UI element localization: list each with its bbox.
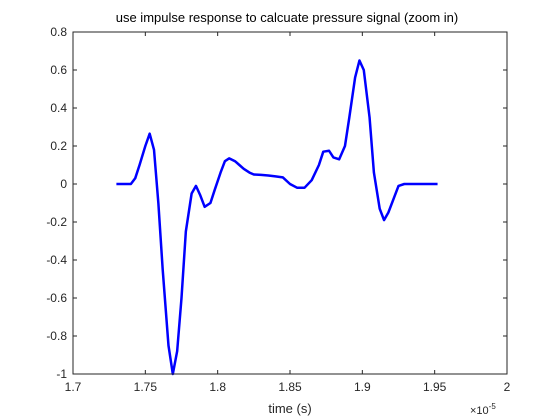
- x-tick-label: 1.8: [209, 380, 226, 394]
- chart-title: use impulse response to calcuate pressur…: [116, 10, 459, 25]
- y-tick-label: -0.6: [46, 291, 67, 305]
- x-tick-label: 1.85: [278, 380, 302, 394]
- x-axis-label: time (s): [268, 401, 311, 416]
- x-tick-label: 1.9: [354, 380, 371, 394]
- x-multiplier-exponent: -5: [489, 402, 497, 411]
- x-tick-label: 1.7: [65, 380, 82, 394]
- y-tick-label: 0.2: [50, 139, 67, 153]
- y-tick-label: 0.6: [50, 63, 67, 77]
- x-multiplier-base: ×10: [470, 405, 489, 417]
- y-tick-label: -0.8: [46, 329, 67, 343]
- y-tick-label: -0.4: [46, 253, 67, 267]
- y-tick-label: -0.2: [46, 215, 67, 229]
- y-tick-label: 0.4: [50, 101, 67, 115]
- plot-area: [73, 32, 507, 374]
- y-tick-label: 0: [60, 177, 67, 191]
- x-tick-label: 1.75: [134, 380, 158, 394]
- x-tick-label: 1.95: [423, 380, 447, 394]
- y-tick-label: -1: [56, 367, 67, 381]
- y-tick-label: 0.8: [50, 25, 67, 39]
- x-tick-label: 2: [504, 380, 511, 394]
